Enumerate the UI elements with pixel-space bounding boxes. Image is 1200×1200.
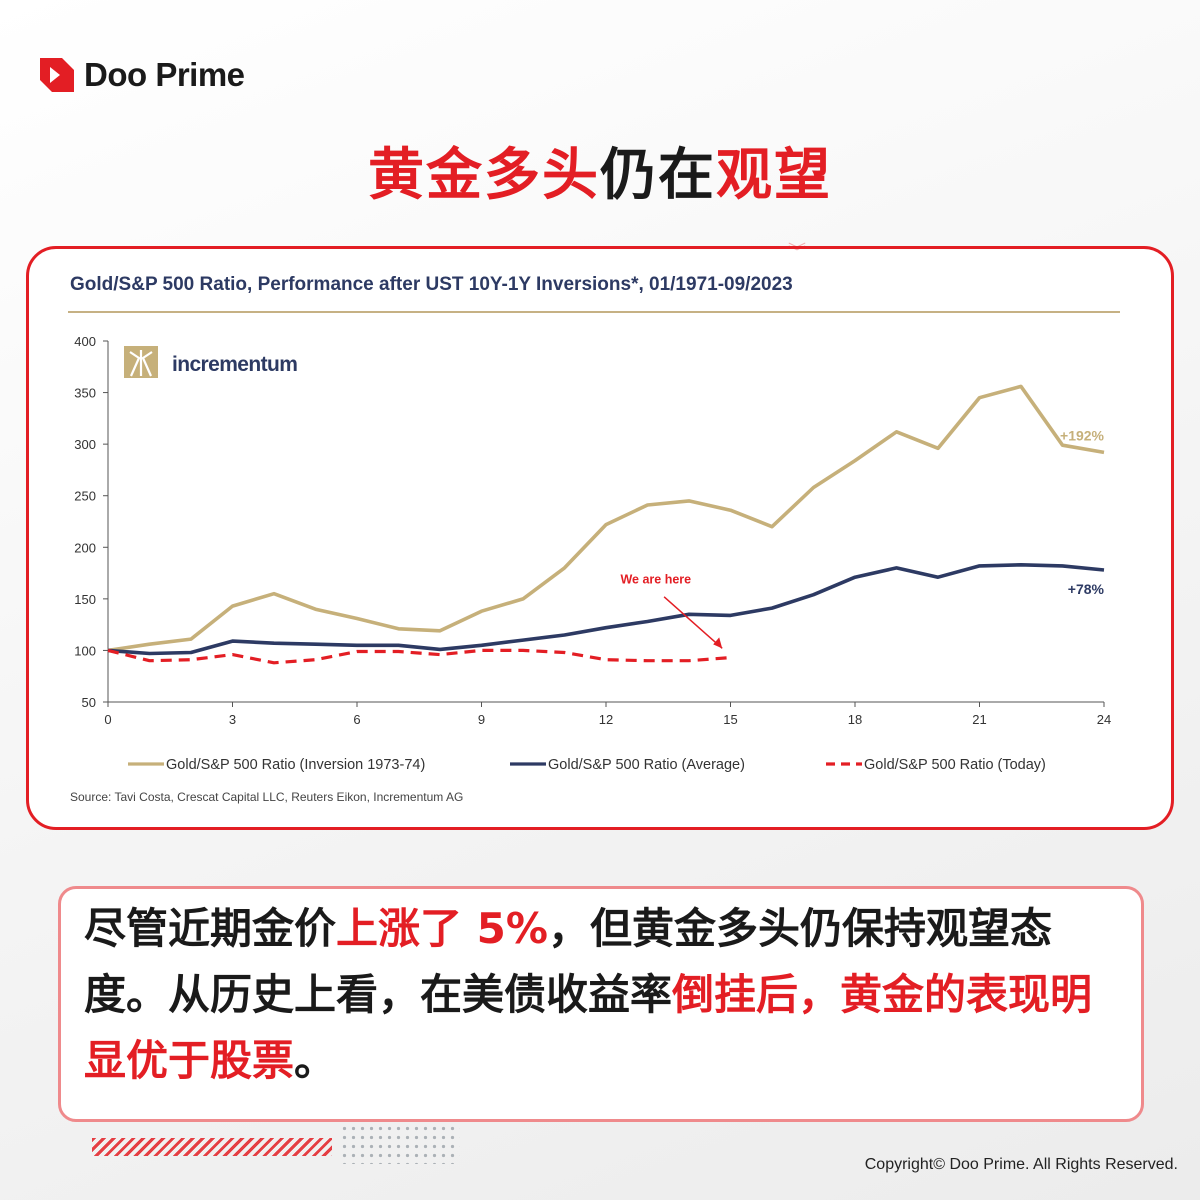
y-tick-label: 100 xyxy=(74,643,96,658)
annotation-arrow-head xyxy=(713,637,723,649)
legend-label: Gold/S&P 500 Ratio (Inversion 1973-74) xyxy=(166,757,425,773)
title-part-2: 仍在 xyxy=(600,143,716,208)
summary-text: 尽管近期金价上涨了 5%，但黄金多头仍保持观望态度。从历史上看，在美债收益率倒挂… xyxy=(84,896,1124,1094)
chart-card xyxy=(52,268,1128,808)
series-line-1 xyxy=(107,384,1105,653)
brand-name: Doo Prime xyxy=(84,56,245,93)
summary-seg-3: 。 xyxy=(294,1036,337,1085)
x-tick-label: 0 xyxy=(104,712,111,727)
x-tick-label: 15 xyxy=(723,712,737,727)
x-tick-label: 18 xyxy=(848,712,862,727)
x-tick-label: 3 xyxy=(229,712,236,727)
page-title: 黄金多头仍在观望 xyxy=(0,130,1200,211)
x-tick-label: 6 xyxy=(353,712,360,727)
decorative-dots xyxy=(340,1124,460,1164)
title-part-1: 黄金多头 xyxy=(368,143,600,208)
incrementum-logo: incrementum xyxy=(124,346,298,378)
y-tick-label: 200 xyxy=(74,540,96,555)
y-tick-label: 150 xyxy=(74,592,96,607)
summary-box xyxy=(58,886,1144,1122)
x-tick-label: 12 xyxy=(599,712,613,727)
chart-title: Gold/S&P 500 Ratio, Performance after US… xyxy=(70,274,793,295)
series-end-label: +78% xyxy=(1068,581,1105,597)
summary-seg-2: ，但黄金多头仍保持观望态度。从历史上看，在美债收益率 xyxy=(84,904,1052,1019)
series-end-label: +192% xyxy=(1060,427,1105,443)
summary-highlight-2: 倒挂后，黄金的表现明显优于股票 xyxy=(84,970,1093,1085)
chart-source: Source: Tavi Costa, Crescat Capital LLC,… xyxy=(70,790,464,804)
doo-prime-logo-icon xyxy=(40,58,74,92)
decorative-stripes xyxy=(92,1138,332,1156)
annotation-we-are-here: We are here xyxy=(620,572,691,586)
incrementum-wordmark: incrementum xyxy=(172,353,297,376)
summary-seg-1: 尽管近期金价 xyxy=(84,904,337,953)
title-part-3: 观望 xyxy=(716,143,832,208)
series-line-3 xyxy=(107,648,731,665)
x-tick-label: 21 xyxy=(972,712,986,727)
y-tick-label: 350 xyxy=(74,386,96,401)
brand-logo: Doo Prime xyxy=(40,56,245,94)
x-tick-label: 24 xyxy=(1097,712,1111,727)
legend-label: Gold/S&P 500 Ratio (Today) xyxy=(864,757,1046,773)
summary-highlight-1: 上涨了 5% xyxy=(336,904,548,953)
series-line-2 xyxy=(107,562,1105,656)
y-tick-label: 250 xyxy=(74,489,96,504)
annotation-arrow-line xyxy=(663,596,723,649)
y-tick-label: 400 xyxy=(74,334,96,349)
copyright-text: Copyright© Doo Prime. All Rights Reserve… xyxy=(864,1156,1178,1173)
y-tick-label: 300 xyxy=(74,437,96,452)
chevron-down-icon: ︾ xyxy=(788,242,806,263)
x-tick-label: 9 xyxy=(478,712,485,727)
y-tick-label: 50 xyxy=(82,695,96,710)
title-divider xyxy=(68,311,1120,313)
legend-label: Gold/S&P 500 Ratio (Average) xyxy=(548,757,745,773)
